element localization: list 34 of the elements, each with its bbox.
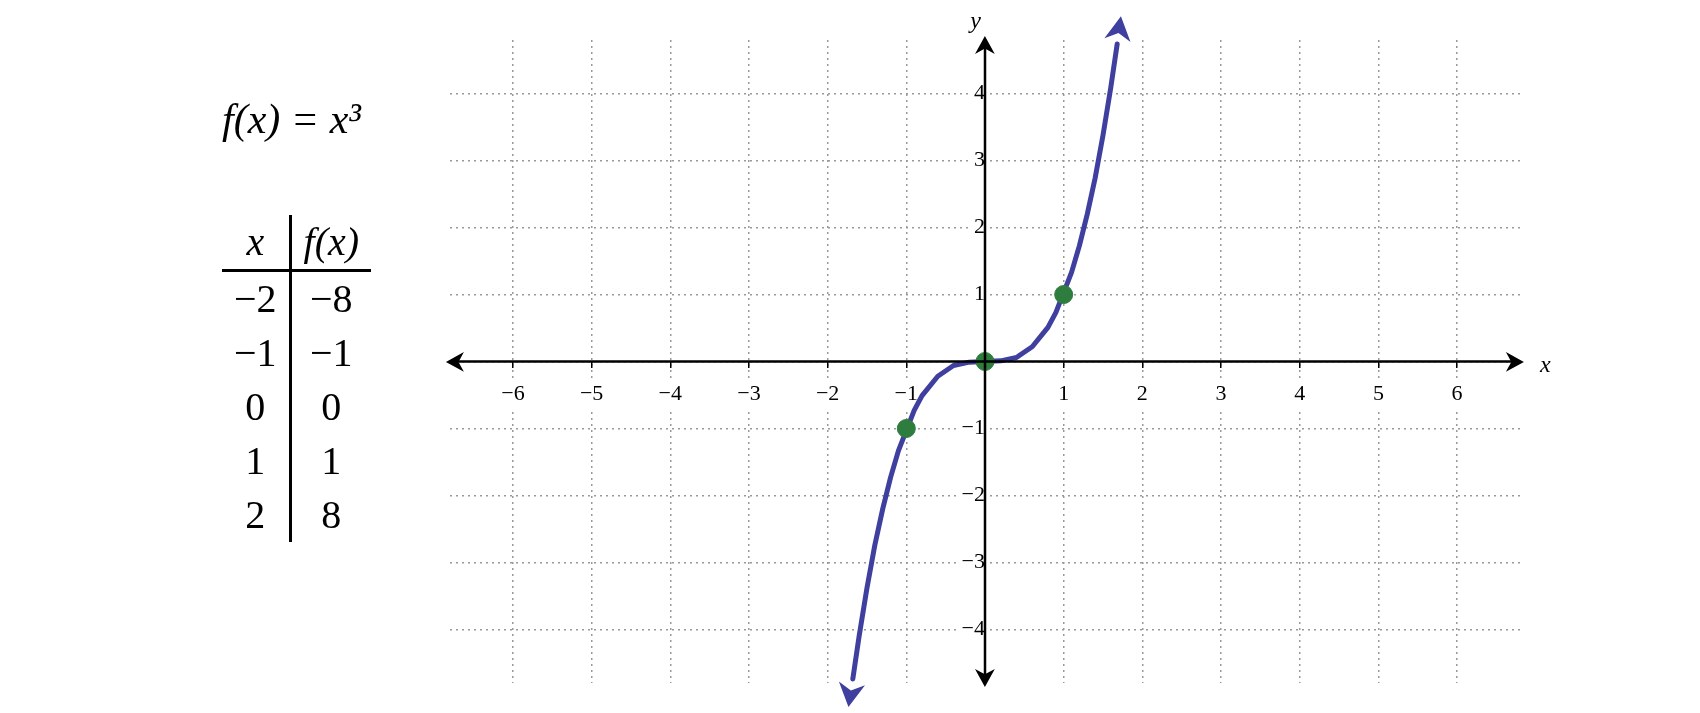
text: f(x) = x³: [222, 95, 361, 143]
y-tick-label: −4: [961, 615, 985, 641]
text: 0: [320, 383, 343, 431]
text: 1: [222, 434, 291, 488]
x-tick-label: 2: [1136, 380, 1148, 406]
text: 1: [320, 437, 343, 485]
x-tick-label: 1: [1058, 380, 1070, 406]
x-tick-label: −3: [737, 380, 761, 406]
x-tick-label: −2: [815, 380, 840, 406]
text: x: [222, 215, 291, 271]
y-tick-label: 3: [974, 146, 985, 172]
x-tick-label: −5: [579, 380, 604, 406]
x-tick-label: −6: [501, 380, 525, 406]
x-tick-label: 6: [1451, 380, 1463, 406]
text: −2: [222, 270, 291, 326]
y-tick-label: 4: [974, 79, 985, 105]
y-tick-label: −2: [961, 481, 985, 507]
text: 0: [222, 380, 291, 434]
y-tick-label: −3: [961, 548, 985, 574]
x-tick-label: 4: [1294, 380, 1306, 406]
text: −1: [309, 329, 354, 377]
x-tick-label: −1: [894, 380, 919, 406]
text: 8: [320, 491, 343, 539]
text: 2: [222, 488, 291, 542]
x-tick-label: 3: [1215, 380, 1227, 406]
y-axis-title: y: [968, 7, 982, 34]
x-tick-label: −4: [658, 380, 683, 406]
text: −8: [309, 275, 354, 323]
text: f(x): [290, 215, 372, 271]
y-tick-label: 2: [974, 213, 985, 239]
x-tick-label: 5: [1372, 380, 1384, 406]
x-axis-title: x: [1539, 350, 1551, 377]
y-tick-label: −1: [961, 414, 985, 440]
y-tick-label: 1: [974, 280, 985, 306]
